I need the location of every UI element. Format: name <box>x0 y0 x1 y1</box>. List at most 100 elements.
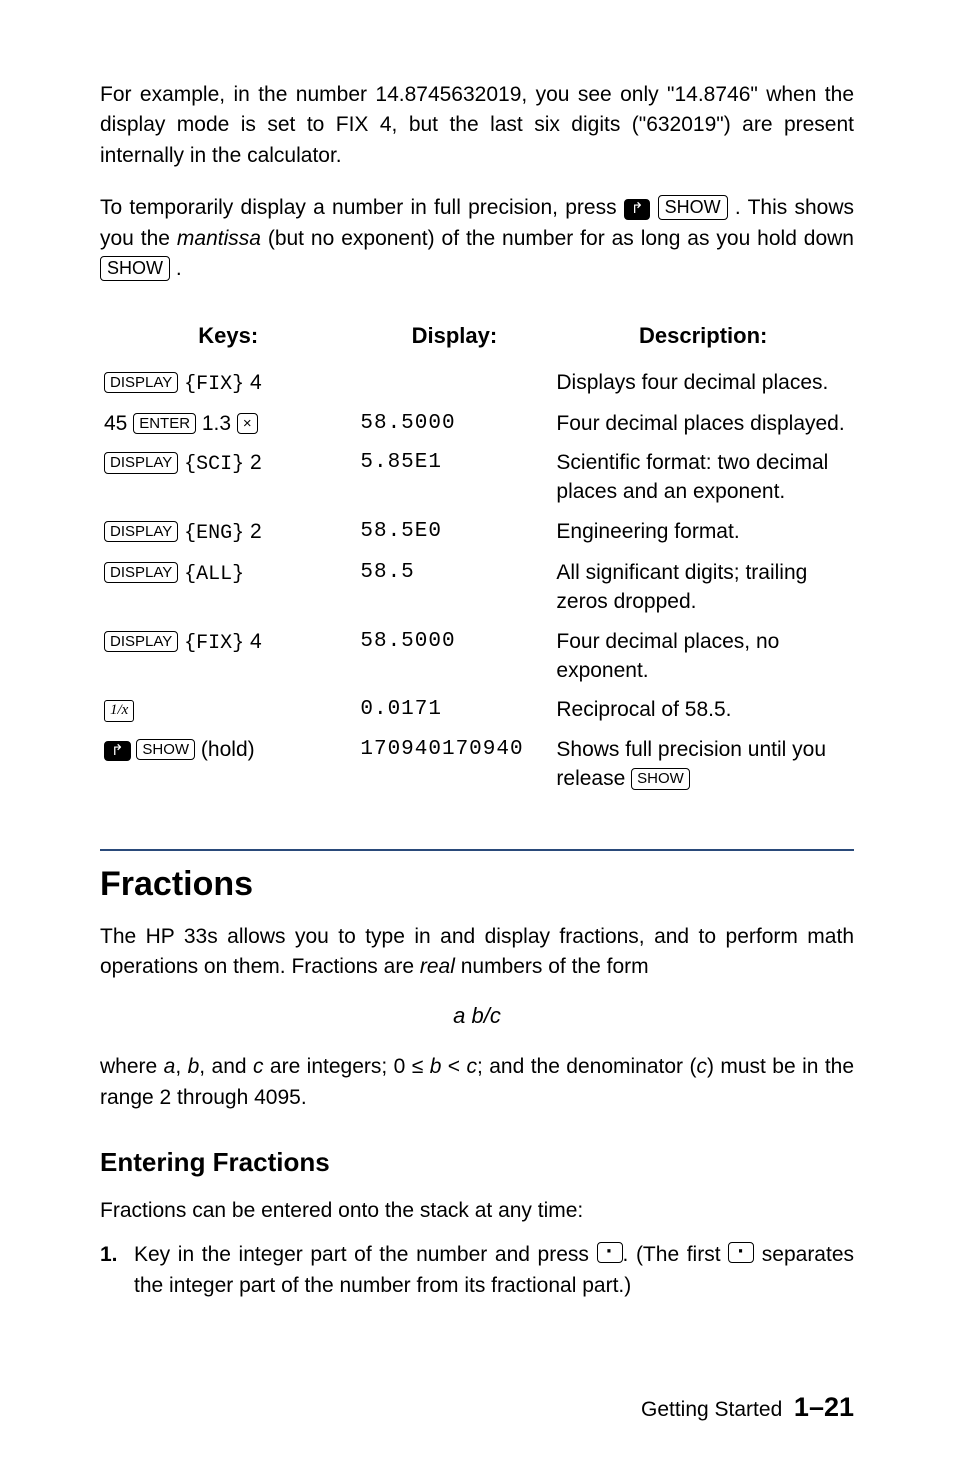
decimal-key-icon <box>597 1242 623 1263</box>
cell-keys: 1/x <box>100 690 356 729</box>
cell-desc: Shows full precision until you release S… <box>552 730 854 799</box>
shift-key-icon: ↱ <box>104 741 131 762</box>
cell-keys: DISPLAY {SCI} 2 <box>100 443 356 512</box>
var-b2: b <box>430 1055 442 1078</box>
var-b: b <box>188 1055 200 1078</box>
table-row: DISPLAY {ALL} 58.5 All significant digit… <box>100 553 854 622</box>
header-display: Display: <box>356 315 552 363</box>
var-a: a <box>164 1055 176 1078</box>
fractions-heading: Fractions <box>100 865 854 904</box>
arg-4: 4 <box>244 371 262 394</box>
cell-desc: Displays four decimal places. <box>552 363 854 404</box>
cell-display: 5.85E1 <box>356 443 552 512</box>
frac-text-b: numbers of the form <box>455 955 649 978</box>
cell-display <box>356 363 552 404</box>
real-word: real <box>420 955 455 978</box>
footer-label: Getting Started <box>641 1398 782 1421</box>
cell-desc: Four decimal places, no exponent. <box>552 622 854 691</box>
fix-menu-2: {FIX} <box>184 632 244 655</box>
section-divider <box>100 849 854 851</box>
s1-a: Key in the integer part of the number an… <box>134 1243 597 1266</box>
keys-display-table: Keys: Display: Description: DISPLAY {FIX… <box>100 315 854 799</box>
cell-display: 170940170940 <box>356 730 552 799</box>
p2-text-c: (but no exponent) of the number for as l… <box>261 227 854 250</box>
cell-desc: Engineering format. <box>552 512 854 553</box>
mantissa-word: mantissa <box>177 227 261 250</box>
fractions-constraint: where a, b, and c are integers; 0 ≤ b < … <box>100 1052 854 1113</box>
sci-menu: {SCI} <box>184 453 244 476</box>
cell-display: 58.5 <box>356 553 552 622</box>
entering-fractions-heading: Entering Fractions <box>100 1147 854 1178</box>
table-header-row: Keys: Display: Description: <box>100 315 854 363</box>
display-key: DISPLAY <box>104 562 178 584</box>
arg-2: 2 <box>244 451 262 474</box>
show-key-4: SHOW <box>631 768 690 790</box>
num-45: 45 <box>104 412 133 435</box>
decimal-key-icon-2 <box>728 1242 754 1263</box>
s1-b: . (The first <box>623 1243 729 1266</box>
cell-keys: 45 ENTER 1.3 × <box>100 404 356 443</box>
cell-desc: Four decimal places displayed. <box>552 404 854 443</box>
desc-text-a: Shows full precision until you release <box>556 738 826 790</box>
fix-menu: {FIX} <box>184 373 244 396</box>
cell-keys: ↱ SHOW (hold) <box>100 730 356 799</box>
all-menu: {ALL} <box>184 563 244 586</box>
var-c: c <box>253 1055 264 1078</box>
cell-desc: Reciprocal of 58.5. <box>552 690 854 729</box>
cell-keys: DISPLAY {ENG} 2 <box>100 512 356 553</box>
cell-display: 58.5000 <box>356 622 552 691</box>
intro-paragraph-2: To temporarily display a number in full … <box>100 193 854 284</box>
display-key: DISPLAY <box>104 452 178 474</box>
show-key-2: SHOW <box>100 256 170 281</box>
var-c2: c <box>466 1055 477 1078</box>
fc-5: < <box>441 1055 466 1078</box>
table-row: DISPLAY {FIX} 4 Displays four decimal pl… <box>100 363 854 404</box>
arg-2b: 2 <box>244 520 262 543</box>
cell-desc: Scientific format: two decimal places an… <box>552 443 854 512</box>
cell-display: 0.0171 <box>356 690 552 729</box>
header-description: Description: <box>552 315 854 363</box>
intro-paragraph-1: For example, in the number 14.8745632019… <box>100 80 854 171</box>
step-number: 1. <box>100 1239 134 1302</box>
step-body: Key in the integer part of the number an… <box>134 1239 854 1302</box>
steps-list: 1. Key in the integer part of the number… <box>100 1239 854 1302</box>
cell-keys: DISPLAY {FIX} 4 <box>100 363 356 404</box>
fractions-paragraph: The HP 33s allows you to type in and dis… <box>100 922 854 983</box>
cell-display: 58.5E0 <box>356 512 552 553</box>
fc-3: , and <box>199 1055 253 1078</box>
enter-key: ENTER <box>133 413 196 435</box>
fraction-formula: a b/c <box>100 1000 854 1032</box>
display-key: DISPLAY <box>104 521 178 543</box>
step-1: 1. Key in the integer part of the number… <box>100 1239 854 1302</box>
hold-label: (hold) <box>195 738 255 761</box>
cell-display: 58.5000 <box>356 404 552 443</box>
eng-menu: {ENG} <box>184 522 244 545</box>
table-row: ↱ SHOW (hold) 170940170940 Shows full pr… <box>100 730 854 799</box>
reciprocal-key: 1/x <box>104 700 134 722</box>
p2-text-d: . <box>170 257 182 280</box>
footer-page: 1–21 <box>794 1392 854 1422</box>
multiply-key: × <box>237 413 258 435</box>
fc-6: ; and the denominator ( <box>477 1055 696 1078</box>
cell-desc: All significant digits; trailing zeros d… <box>552 553 854 622</box>
cell-keys: DISPLAY {ALL} <box>100 553 356 622</box>
fc-4: are integers; 0 ≤ <box>263 1055 429 1078</box>
shift-key-icon: ↱ <box>624 199 651 220</box>
table-row: DISPLAY {SCI} 2 5.85E1 Scientific format… <box>100 443 854 512</box>
cell-keys: DISPLAY {FIX} 4 <box>100 622 356 691</box>
table-row: DISPLAY {FIX} 4 58.5000 Four decimal pla… <box>100 622 854 691</box>
var-c3: c <box>696 1055 707 1078</box>
p2-text-a: To temporarily display a number in full … <box>100 196 624 219</box>
arg-4b: 4 <box>244 630 262 653</box>
table-row: DISPLAY {ENG} 2 58.5E0 Engineering forma… <box>100 512 854 553</box>
display-key: DISPLAY <box>104 372 178 394</box>
display-key: DISPLAY <box>104 631 178 653</box>
fc-2: , <box>175 1055 187 1078</box>
header-keys: Keys: <box>100 315 356 363</box>
show-key: SHOW <box>658 195 728 220</box>
page-footer: Getting Started 1–21 <box>641 1392 854 1423</box>
num-13: 1.3 <box>196 412 237 435</box>
show-key-3: SHOW <box>136 739 195 761</box>
table-row: 1/x 0.0171 Reciprocal of 58.5. <box>100 690 854 729</box>
entering-intro: Fractions can be entered onto the stack … <box>100 1196 854 1226</box>
